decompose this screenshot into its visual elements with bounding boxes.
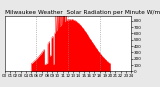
Text: Milwaukee Weather  Solar Radiation per Minute W/m² (Last 24 Hours): Milwaukee Weather Solar Radiation per Mi… bbox=[5, 9, 160, 15]
